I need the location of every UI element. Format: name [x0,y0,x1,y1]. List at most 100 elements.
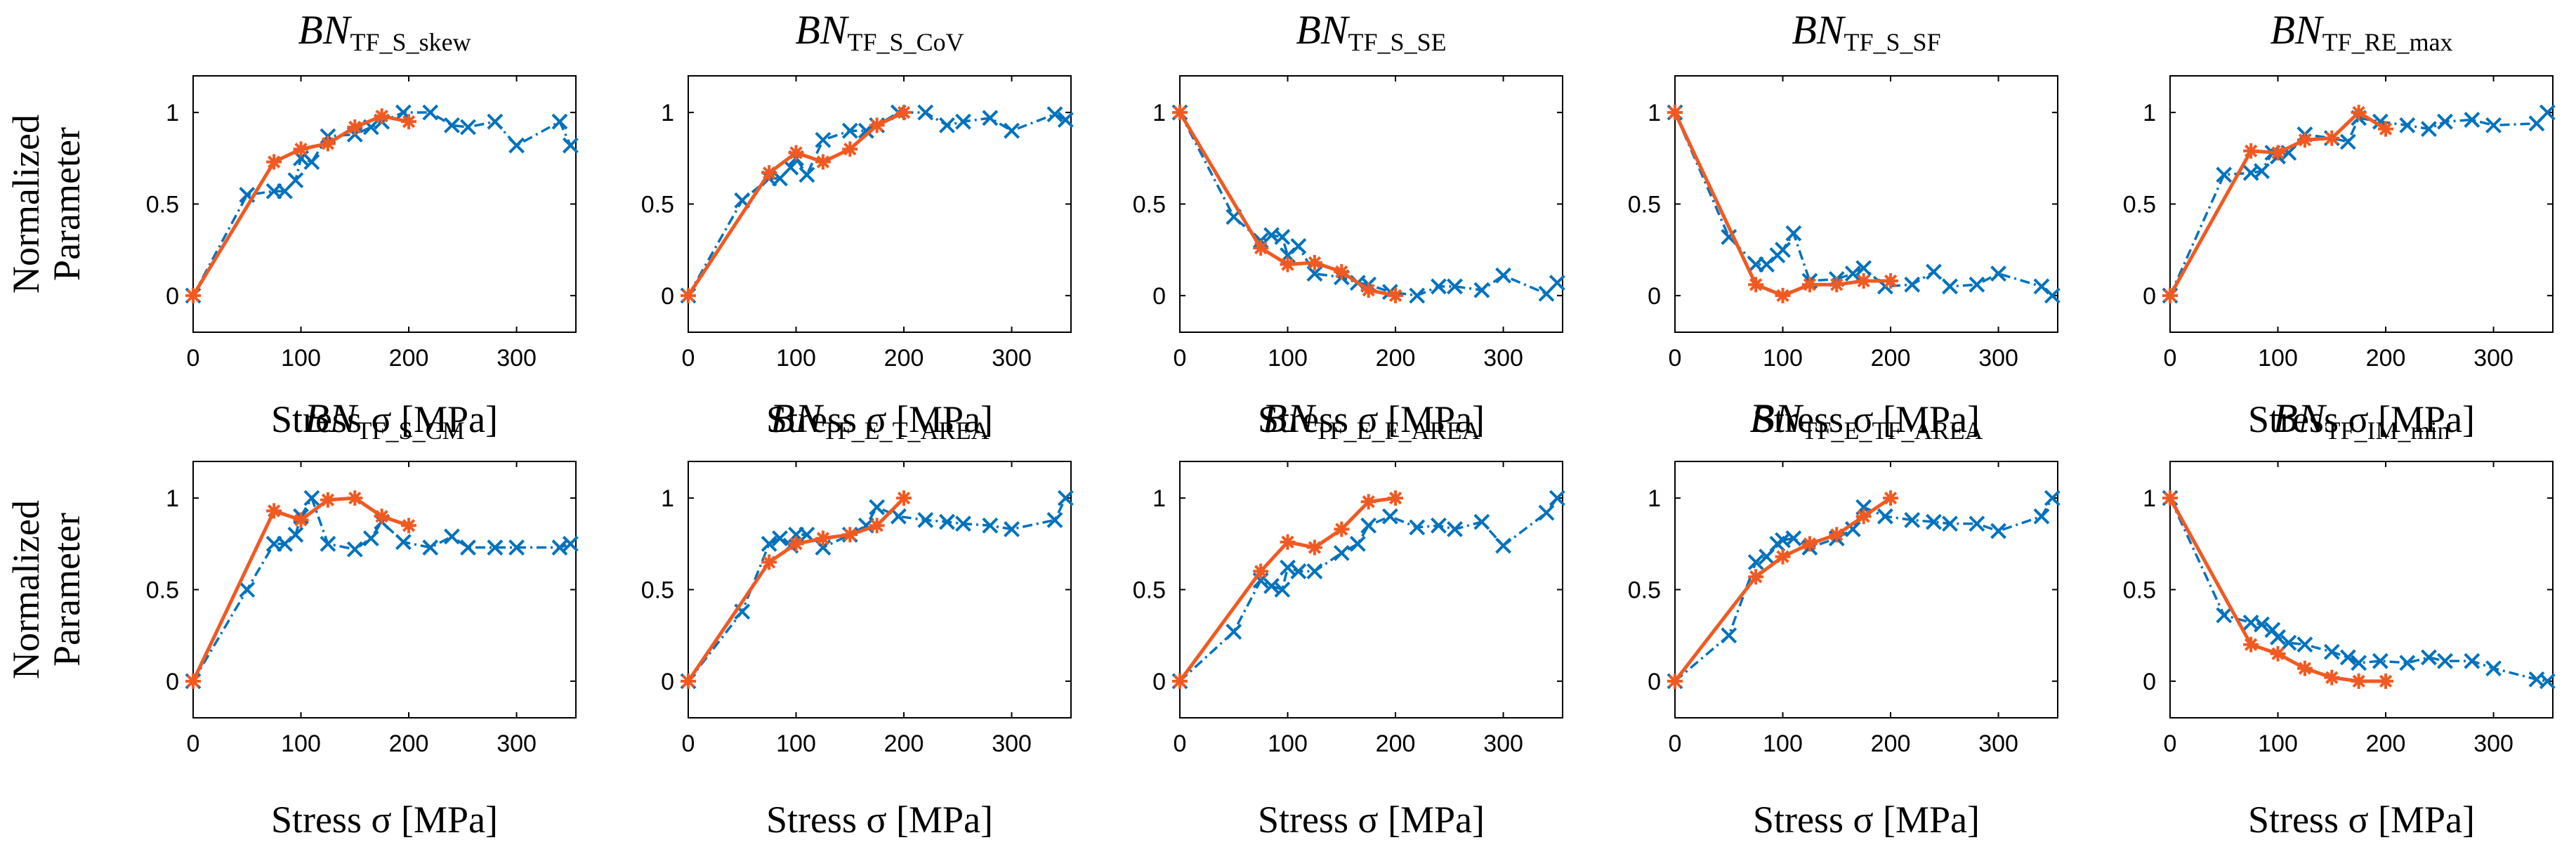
marker-x [1990,523,2006,539]
data-point-blue [1721,229,1737,245]
data-point-blue [1904,276,1921,293]
data-point-blue [955,516,971,532]
y-tick-label: 1 [661,485,674,512]
y-axis-label-line: Parameter [46,513,88,667]
data-point-orange [896,105,912,121]
data-point-blue [395,534,412,551]
subplot-title: BNTF_E_TF_AREA [1749,395,1983,445]
marker-x [734,603,751,620]
marker-x [1969,516,1985,532]
data-point-orange [2324,669,2340,685]
marker-star [1884,491,1898,505]
axes-box [2169,461,2554,719]
x-tick-label: 100 [281,345,321,372]
marker-x [2464,112,2480,128]
marker-x [2044,490,2061,506]
marker-x [1759,549,1775,565]
marker-x [239,187,256,203]
x-axis-label: Stress σ [MPa] [1258,398,1485,440]
y-tick-label: 0.5 [1628,192,1661,218]
marker-x [917,104,934,121]
marker-x [551,539,568,556]
marker-x [422,104,439,121]
marker-x [1942,278,1958,295]
marker-x [1431,517,1447,534]
data-point-orange [185,287,201,303]
marker-x [1333,544,1350,561]
marker-star [321,493,335,506]
data-point-blue [1381,508,1398,525]
y-tick-label: 0 [1152,283,1166,310]
marker-star [1388,289,1402,303]
marker-x [1409,287,1426,304]
data-point-blue [444,528,460,545]
data-point-blue [917,104,934,121]
marker-star [816,532,830,545]
marker-star [2298,133,2312,147]
x-tick-label: 100 [1763,345,1803,372]
data-point-orange [1748,569,1764,585]
data-point-orange [374,108,390,124]
marker-x [1046,512,1063,528]
title-subscript: TF_E_TF_AREA [1802,416,1983,445]
data-point-orange [1306,539,1322,556]
data-point-blue [303,154,320,170]
marker-x [955,113,971,130]
data-point-blue [1538,504,1555,521]
marker-x [508,137,525,154]
data-point-blue [982,517,999,534]
y-axis-label-line: Normalized [5,500,47,679]
marker-x [287,172,304,189]
marker-x [2033,508,2050,525]
marker-x [890,508,907,525]
marker-x [2033,278,2050,295]
data-point-blue [2539,673,2556,690]
marker-star [1803,537,1817,551]
y-tick-label: 0 [1648,669,1661,695]
marker-x [2280,634,2297,651]
data-point-orange [815,530,831,546]
marker-star [1173,105,1187,119]
data-point-orange [2270,145,2286,161]
title-subscript: TF_E_T_AREA [822,416,990,445]
data-point-blue [1263,577,1280,594]
data-point-blue [460,119,476,136]
marker-x [1349,535,1366,552]
data-point-orange [1829,527,1845,543]
title-main: BN [2270,7,2324,53]
marker-star [789,146,803,159]
title-subscript: TF_RE_max [2322,28,2453,56]
title-subscript: TF_IM_min [2325,416,2450,445]
data-point-orange [1280,256,1296,273]
marker-star [1857,510,1870,523]
data-point-orange [1801,277,1818,293]
data-point-blue [2216,607,2233,624]
marker-x [2351,655,2367,671]
data-point-blue [1721,627,1737,644]
marker-star [2379,674,2393,688]
marker-star [843,528,857,542]
data-point-blue [1306,265,1323,282]
data-point-blue [1495,267,1511,284]
x-tick-label: 100 [1268,345,1308,372]
data-point-orange [761,554,777,570]
marker-star [348,120,362,134]
data-point-orange [347,490,363,506]
y-tick-label: 0.5 [146,192,179,218]
data-point-orange [1172,105,1188,121]
x-tick-label: 100 [2258,345,2298,372]
data-point-blue [955,113,971,130]
y-tick-label: 1 [2143,485,2156,512]
data-point-orange [374,509,390,525]
data-point-blue [2033,508,2050,525]
y-tick-label: 1 [1648,485,1661,512]
marker-star [348,491,362,505]
y-tick-label: 0.5 [641,577,674,604]
marker-star [2298,662,2312,675]
subplot-title: BNTF_E_F_AREA [1262,395,1480,445]
marker-x [982,110,999,126]
y-axis-label: NormalizedParameter [5,500,88,679]
data-point-orange [1801,536,1818,552]
data-point-blue [2539,104,2556,121]
